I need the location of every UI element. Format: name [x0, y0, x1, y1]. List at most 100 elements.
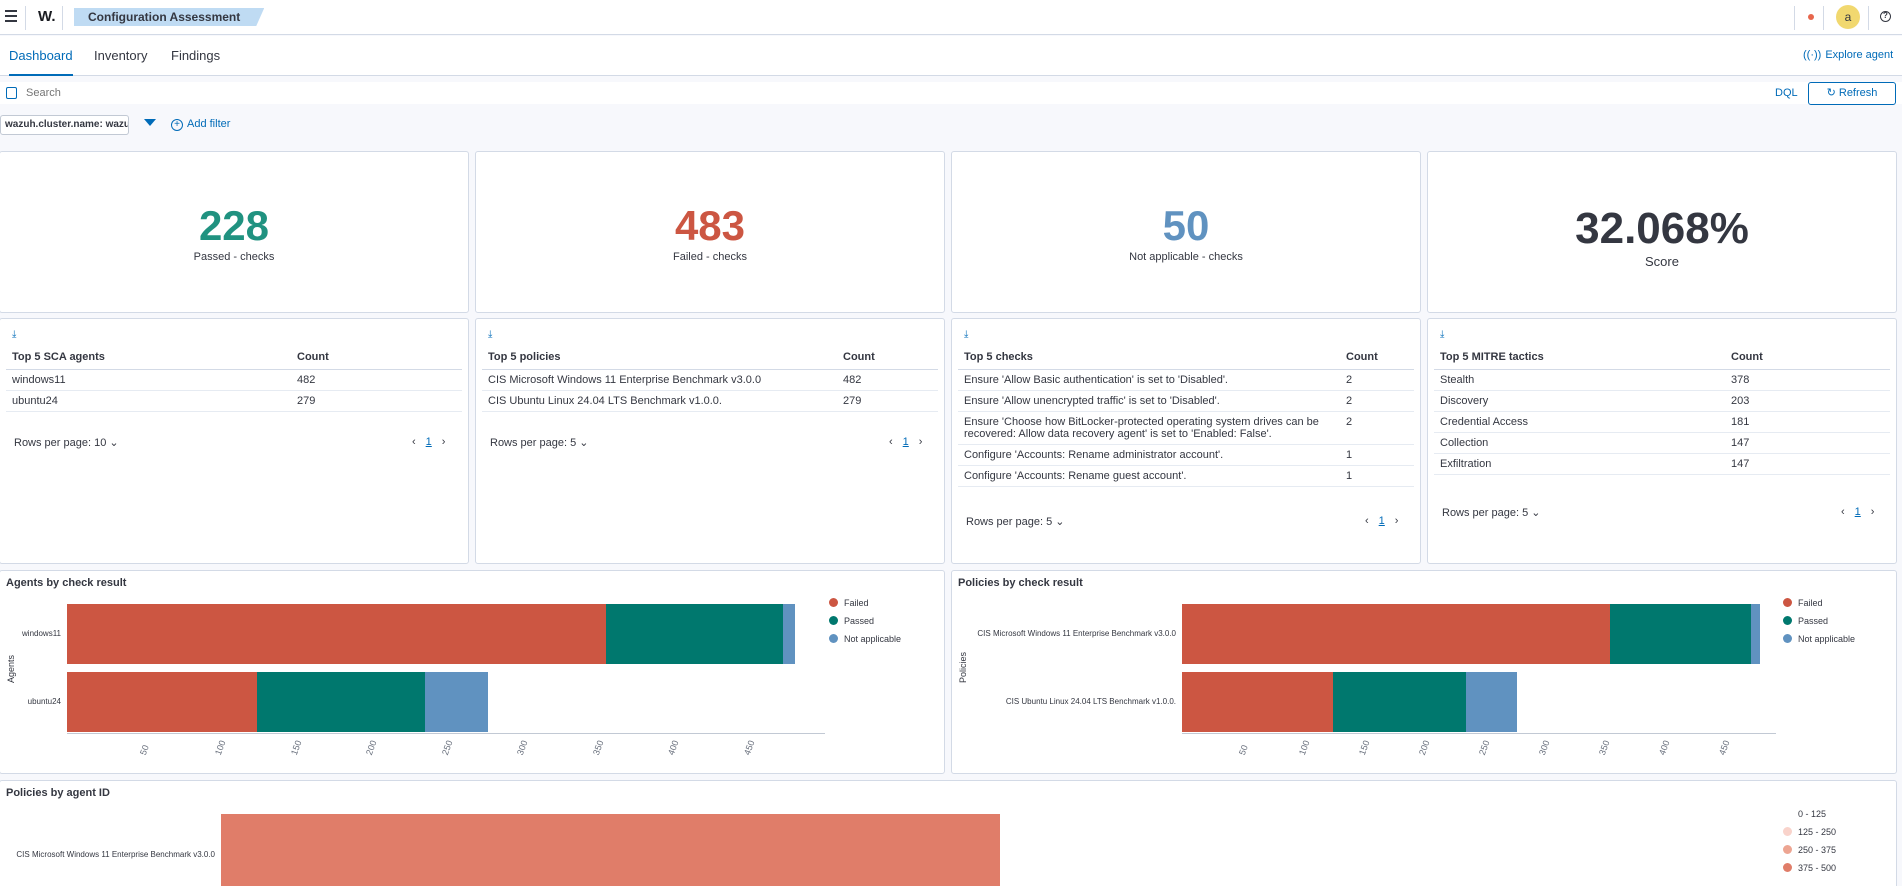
rows-per-page-select[interactable]: Rows per page: 5 ⌄ [966, 516, 1065, 528]
column-header[interactable]: Top 5 policies [482, 345, 837, 370]
saved-query-icon[interactable] [6, 87, 17, 99]
bar-segment-passed[interactable] [257, 672, 425, 732]
prev-page-icon[interactable]: ‹ [1841, 506, 1845, 518]
column-header[interactable]: Top 5 MITRE tactics [1434, 345, 1725, 370]
page-number[interactable]: 1 [425, 436, 432, 448]
bar-segment-not-applicable[interactable] [1750, 604, 1761, 664]
x-tick-label: 150 [288, 738, 304, 757]
download-icon[interactable]: ⤓ [12, 329, 17, 340]
pagination: ‹ 1 › [1841, 506, 1874, 518]
bar-segment-not-applicable[interactable] [782, 604, 795, 664]
legend-item[interactable]: 250 - 375 [1783, 841, 1836, 859]
x-tick-label: 400 [1657, 738, 1672, 757]
avatar[interactable]: a [1836, 5, 1860, 29]
bar-segment-not-applicable[interactable] [424, 672, 489, 732]
app-logo[interactable]: W. [38, 8, 56, 25]
notification-dot-icon[interactable] [1808, 14, 1814, 20]
top-checks-table: Top 5 checks Count Ensure 'Allow Basic au… [958, 345, 1414, 487]
chart-title: Policies by agent ID [6, 787, 110, 799]
help-icon[interactable]: ? [1880, 11, 1891, 22]
legend-item[interactable]: Failed [829, 594, 901, 612]
metric-failed-panel: 483 Failed - checks [475, 151, 945, 313]
column-header[interactable]: Count [1340, 345, 1414, 370]
legend-dot [829, 634, 838, 643]
bar-segment-passed[interactable] [1610, 604, 1751, 664]
rows-per-page-select[interactable]: Rows per page: 5 ⌄ [1442, 507, 1541, 519]
tab-findings[interactable]: Findings [171, 48, 221, 63]
pagination: ‹ 1 › [1365, 515, 1398, 527]
legend-dot [1783, 634, 1792, 643]
metric-value: 483 [674, 202, 746, 249]
metric-passed-panel: 228 Passed - checks [0, 151, 469, 313]
column-header[interactable]: Top 5 checks [958, 345, 1340, 370]
legend-item[interactable]: 0 - 125 [1798, 809, 1827, 819]
search-input[interactable] [26, 83, 1426, 103]
heatmap-cell[interactable] [221, 814, 1000, 886]
column-header[interactable]: Top 5 SCA agents [6, 345, 291, 370]
legend-item[interactable]: Not applicable [1783, 630, 1855, 648]
column-header[interactable]: Count [291, 345, 462, 370]
next-page-icon[interactable]: › [1394, 515, 1399, 527]
download-icon[interactable]: ⤓ [488, 329, 493, 340]
tab-inventory[interactable]: Inventory [94, 48, 148, 63]
download-icon[interactable]: ⤓ [964, 329, 969, 340]
metric-label: Not applicable - checks [1129, 251, 1243, 263]
plus-icon: + [171, 119, 183, 131]
prev-page-icon[interactable]: ‹ [412, 436, 416, 448]
legend-dot [1783, 598, 1792, 607]
chart-title: Agents by check result [6, 577, 127, 589]
x-tick-label: 100 [213, 738, 228, 757]
metric-label: Passed - checks [193, 251, 275, 263]
legend-item[interactable]: Passed [829, 612, 901, 630]
rows-per-page-select[interactable]: Rows per page: 5 ⌄ [490, 437, 589, 449]
legend-item[interactable]: 125 - 250 [1783, 823, 1836, 841]
top-mitre-table: Top 5 MITRE tactics Count Stealth 378 Disc… [1434, 345, 1890, 475]
table-row: Ensure 'Allow unencrypted traffic' is se… [958, 390, 1414, 412]
search-bar: DQL ↻ Refresh [0, 82, 1902, 105]
page-number[interactable]: 1 [1378, 515, 1385, 527]
table-row: Collection 147 [1434, 432, 1890, 454]
metric-not-applicable-panel: 50 Not applicable - checks [951, 151, 1421, 313]
column-header[interactable]: Count [1725, 345, 1890, 370]
rows-per-page-select[interactable]: Rows per page: 10 ⌄ [14, 437, 119, 449]
add-filter-button[interactable]: + Add filter [171, 118, 230, 131]
explore-agent-button[interactable]: ((·)) Explore agent [1803, 49, 1894, 61]
next-page-icon[interactable]: › [1870, 506, 1875, 518]
refresh-button[interactable]: ↻ Refresh [1808, 82, 1896, 105]
bar-segment-passed[interactable] [1333, 672, 1467, 732]
x-tick-label: 200 [1417, 738, 1432, 757]
bar-segment-passed[interactable] [606, 604, 783, 664]
table-row: Exfiltration 147 [1434, 453, 1890, 475]
bar-segment-failed[interactable] [67, 672, 258, 732]
menu-icon[interactable] [5, 10, 17, 22]
table-row: ubuntu24 279 [6, 390, 462, 412]
policies-by-agent-id-panel: Policies by agent ID CIS Microsoft Windo… [0, 780, 1897, 886]
legend-item[interactable]: Failed [1783, 594, 1855, 612]
download-icon[interactable]: ⤓ [1440, 329, 1445, 340]
x-tick-label: 250 [439, 738, 455, 757]
next-page-icon[interactable]: › [441, 436, 446, 448]
next-page-icon[interactable]: › [918, 436, 923, 448]
page-number[interactable]: 1 [1854, 506, 1861, 518]
x-tick-label: 200 [364, 738, 379, 757]
chart-plot: windows11 ubuntu24 50 100 150 200 250 300 350 400… [0, 571, 946, 775]
prev-page-icon[interactable]: ‹ [1365, 515, 1369, 527]
legend-item[interactable]: 375 - 500 [1783, 859, 1836, 877]
column-header[interactable]: Count [837, 345, 938, 370]
bar-segment-not-applicable[interactable] [1466, 672, 1517, 732]
tab-dashboard[interactable]: Dashboard [9, 36, 73, 76]
bar-segment-failed[interactable] [1182, 604, 1611, 664]
bar-segment-failed[interactable] [67, 604, 607, 664]
prev-page-icon[interactable]: ‹ [889, 436, 893, 448]
filter-pill[interactable]: wazuh.cluster.name: wazuh [0, 115, 129, 135]
pagination: ‹ 1 › [412, 436, 445, 448]
legend-item[interactable]: Passed [1783, 612, 1855, 630]
bar-segment-failed[interactable] [1182, 672, 1334, 732]
legend-item[interactable]: Not applicable [829, 630, 901, 648]
dql-toggle[interactable]: DQL [1775, 87, 1798, 99]
x-tick-label: 250 [1477, 738, 1492, 757]
breadcrumb[interactable]: Configuration Assessment [74, 8, 264, 26]
page-number[interactable]: 1 [902, 436, 909, 448]
filter-icon[interactable] [144, 119, 156, 126]
metric-value: 32.068% [1575, 204, 1749, 253]
